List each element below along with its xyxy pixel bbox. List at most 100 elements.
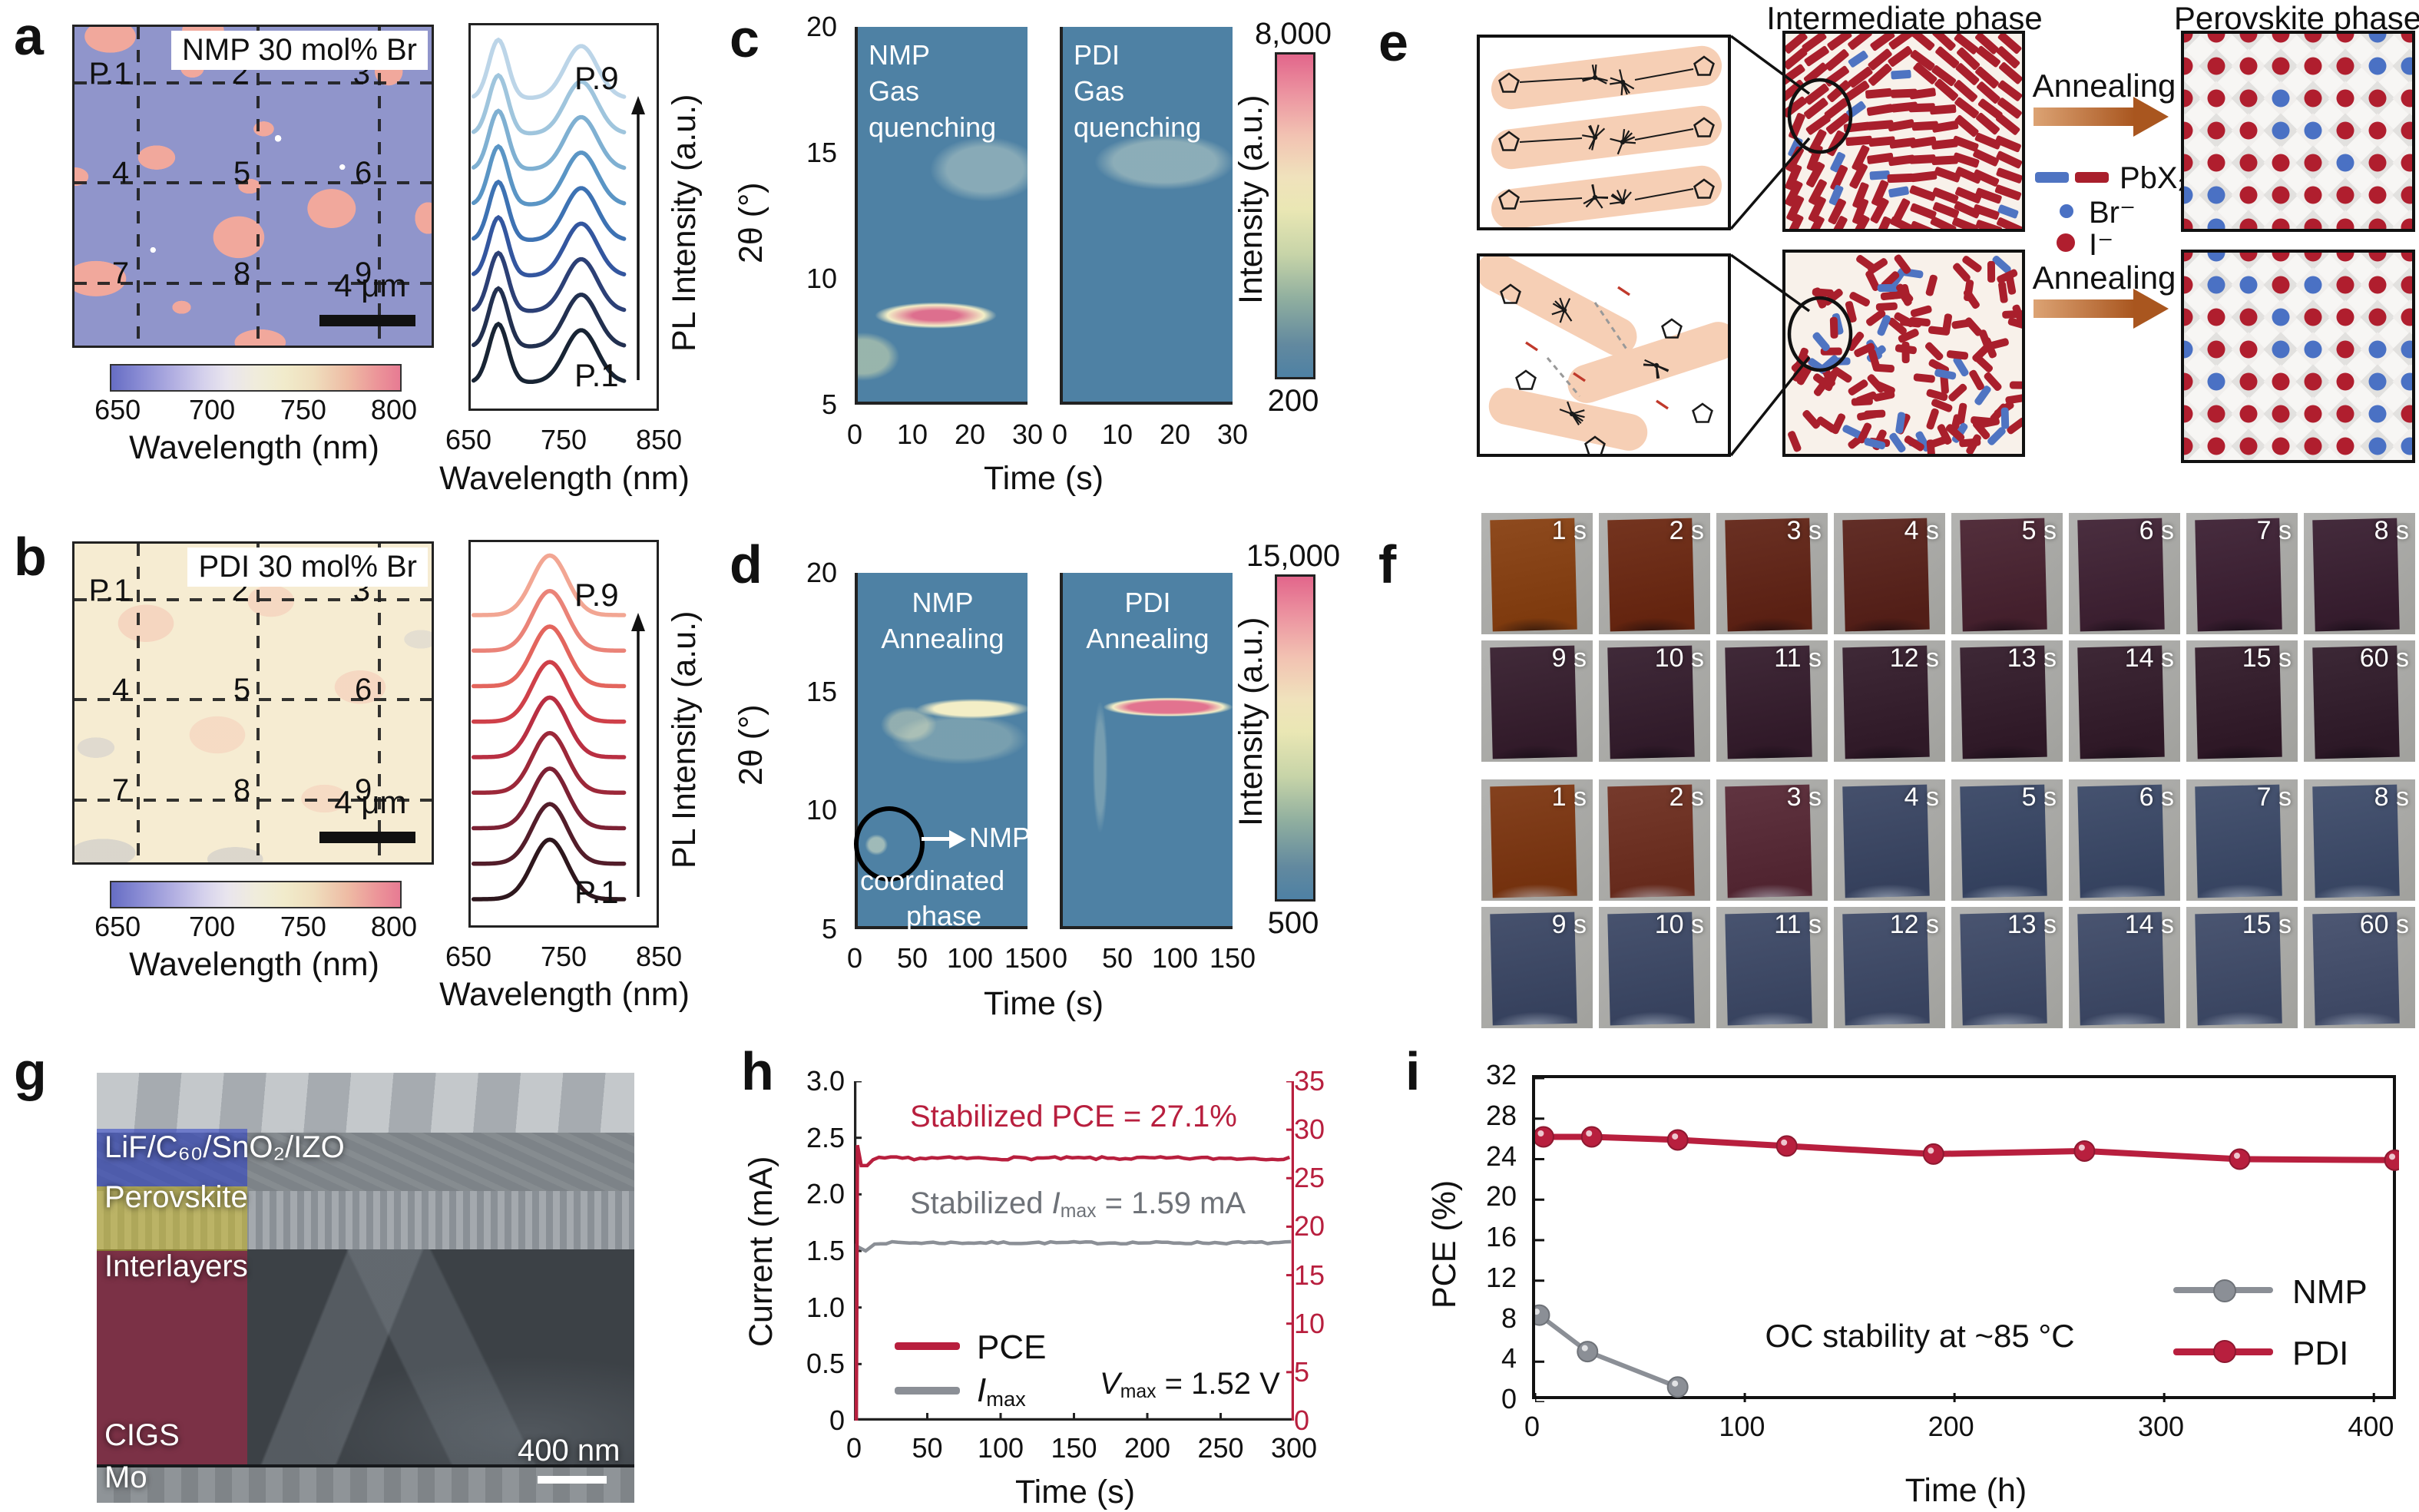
pbx2-rod-red [1935,46,1960,68]
d-annotation-3: phase [906,900,982,931]
tick-label: 20 [954,419,986,450]
pbx2-rod-red [1930,216,1957,229]
i-ion [2272,154,2290,172]
film-photo: 3 s [1716,513,1828,634]
marker-highlight [1535,1309,1540,1315]
sem-scale-bar [538,1476,607,1484]
pbx2-rod-red [1913,373,1935,383]
pl-spectrum-curve [471,660,627,724]
i-ion [2401,121,2412,140]
pl-spectrum-curve [471,588,627,653]
h-plot-area [854,1081,1294,1421]
i-ion [2272,405,2290,423]
i-ion [2239,437,2258,455]
film-photo: 14 s [2069,907,2180,1028]
pbx2-rod-red [1910,220,1937,229]
oc-stability-annotation: OC stability at ~85 °C [1765,1318,2075,1354]
pbx2-rod-red [1910,305,1932,317]
i-ion [2272,372,2290,391]
i-ion [2336,340,2354,359]
i-ion [2304,218,2322,229]
br-ion [2401,372,2412,391]
br-ion [2304,276,2322,294]
stack-order-arrowhead [631,96,645,114]
tick-label: 850 [635,941,683,972]
film-reflection [1726,591,1812,632]
hydrogen-bond-dashed [1546,357,1581,397]
pbx2-rod-red [1969,369,1984,391]
br-ion [2184,186,2193,204]
pbx2-rod-blue [1992,255,2011,273]
bond-line [1519,137,1583,143]
tick-label: 250 [1197,1432,1244,1464]
i-ion [2304,89,2322,108]
tick-label: 16 [1485,1221,1517,1252]
pbx2-rod-red [1955,63,1980,85]
film-photo: 11 s [1716,907,1828,1028]
film-photo: 7 s [2186,779,2298,901]
colorbar-label-a: Wavelength (nm) [129,429,379,466]
imax-ann-symbol: I [1051,1186,1061,1220]
i-ion [2239,405,2258,423]
pbx2-rod-red [1995,113,2020,135]
pbx2-rod-red [1894,254,1911,274]
pbx2-rod-red [1952,217,1979,229]
film-reflection [1961,858,2047,898]
spectra-ylabel-a: PL Intensity (a.u.) [666,94,703,352]
tick-label: 20 [1294,1210,1325,1242]
grid-line [74,181,432,185]
marker-highlight [1586,1130,1593,1136]
pbx2-rod-red [1953,152,1980,168]
pbx2-rod-red [1954,114,1979,137]
i-ion [2401,34,2412,43]
film-reflection [2079,858,2165,898]
br-ion [2401,340,2412,359]
pbx2-rod-red [1996,46,2020,68]
film-time-label: 8 s [2374,782,2409,812]
i-ion [2207,308,2225,326]
pbx2-rod-red [1931,65,1957,87]
pyrrolidone-ring [1498,131,1520,151]
pl-spectrum-curve [471,553,627,617]
film-photo: 13 s [1951,640,2063,762]
panel-letter-h: h [741,1041,774,1101]
film-time-label: 10 s [1654,910,1704,939]
pdi-molecular-structure-box [1477,253,1731,457]
p9-label-a: P.9 [574,60,619,96]
i-ion [2304,34,2322,43]
film-time-label: 5 s [2021,782,2057,812]
pbx2-rod-blue [1934,369,1957,380]
pbx2-rod-red [1857,410,1879,421]
pdi-marker [1775,1135,1798,1157]
br-ion [2368,340,2387,359]
coordination-band [1567,322,1728,403]
pbx2-rod-red [1866,104,1894,116]
pbx2-rod-blue [1987,427,2006,445]
d-xticks-right: 0 50 100 150 [1052,945,1256,975]
film-reflection [2196,985,2282,1026]
pbx2-rod-red [1954,34,1979,55]
i-ion [2207,57,2225,75]
panel-letter-i: i [1405,1041,1421,1101]
ordered-pbx2-rods [1785,34,2022,229]
i-ion [2304,405,2322,423]
pbx2-rod-red [1904,435,1924,452]
tick-label: 15 [806,137,837,168]
pyrrolidone-ring [1661,318,1683,339]
grid-line [137,544,141,862]
film-time-label: 12 s [1889,644,1939,673]
br-ion [2272,121,2290,140]
tick-label: 300 [2137,1411,2185,1442]
pl-spectra-plot-a: P.9 P.1 [468,23,659,411]
h-bond-red [1573,372,1586,382]
film-reflection [2196,858,2282,898]
legend-pbx2: PbX₂ [2120,161,2190,195]
cigs-overlay [97,1251,247,1464]
lattice-cell [2263,461,2298,463]
pl-spectrum-curve [471,802,627,866]
pbx2-rod-red [1888,46,1913,67]
pbx2-rod-red [1808,196,1826,223]
film-reflection [1609,858,1695,898]
i-legend-pdi-label: PDI [2292,1335,2349,1372]
pyrrolidone-ring [1693,117,1715,137]
